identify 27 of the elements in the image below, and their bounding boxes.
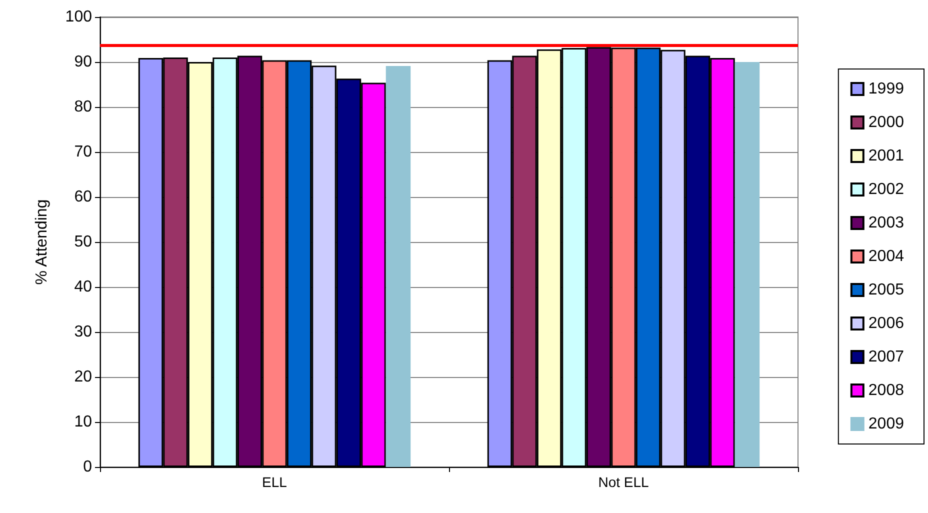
legend-label: 2007 bbox=[868, 348, 904, 366]
legend-label: 1999 bbox=[868, 80, 904, 98]
legend-label: 2008 bbox=[868, 382, 904, 399]
x-tick-label: ELL bbox=[262, 474, 288, 490]
bar bbox=[386, 66, 411, 467]
y-tick-label: 60 bbox=[74, 188, 92, 206]
y-tick-label: 100 bbox=[65, 8, 92, 26]
legend-label: 2002 bbox=[868, 181, 904, 198]
y-tick-label: 30 bbox=[74, 324, 92, 340]
legend-label: 2009 bbox=[868, 416, 904, 432]
y-tick-label: 40 bbox=[74, 278, 92, 296]
legend-label: 2001 bbox=[868, 148, 904, 164]
legend-label: 2000 bbox=[868, 114, 904, 131]
y-tick-label: 0 bbox=[83, 458, 92, 476]
y-tick-label: 10 bbox=[74, 414, 92, 430]
y-tick-label: 70 bbox=[74, 144, 92, 160]
y-axis-title: % Attending bbox=[34, 199, 50, 285]
y-tick-label: 80 bbox=[74, 98, 92, 116]
legend-label: 2005 bbox=[868, 282, 904, 298]
legend-label: 2003 bbox=[868, 214, 904, 232]
legend-label: 2004 bbox=[868, 248, 904, 265]
y-tick-label: 50 bbox=[74, 234, 92, 250]
legend-label: 2006 bbox=[868, 315, 904, 332]
x-tick-label: Not ELL bbox=[598, 474, 650, 490]
bar bbox=[734, 62, 760, 467]
y-tick-label: 90 bbox=[74, 54, 92, 70]
y-tick-label: 20 bbox=[74, 368, 92, 386]
